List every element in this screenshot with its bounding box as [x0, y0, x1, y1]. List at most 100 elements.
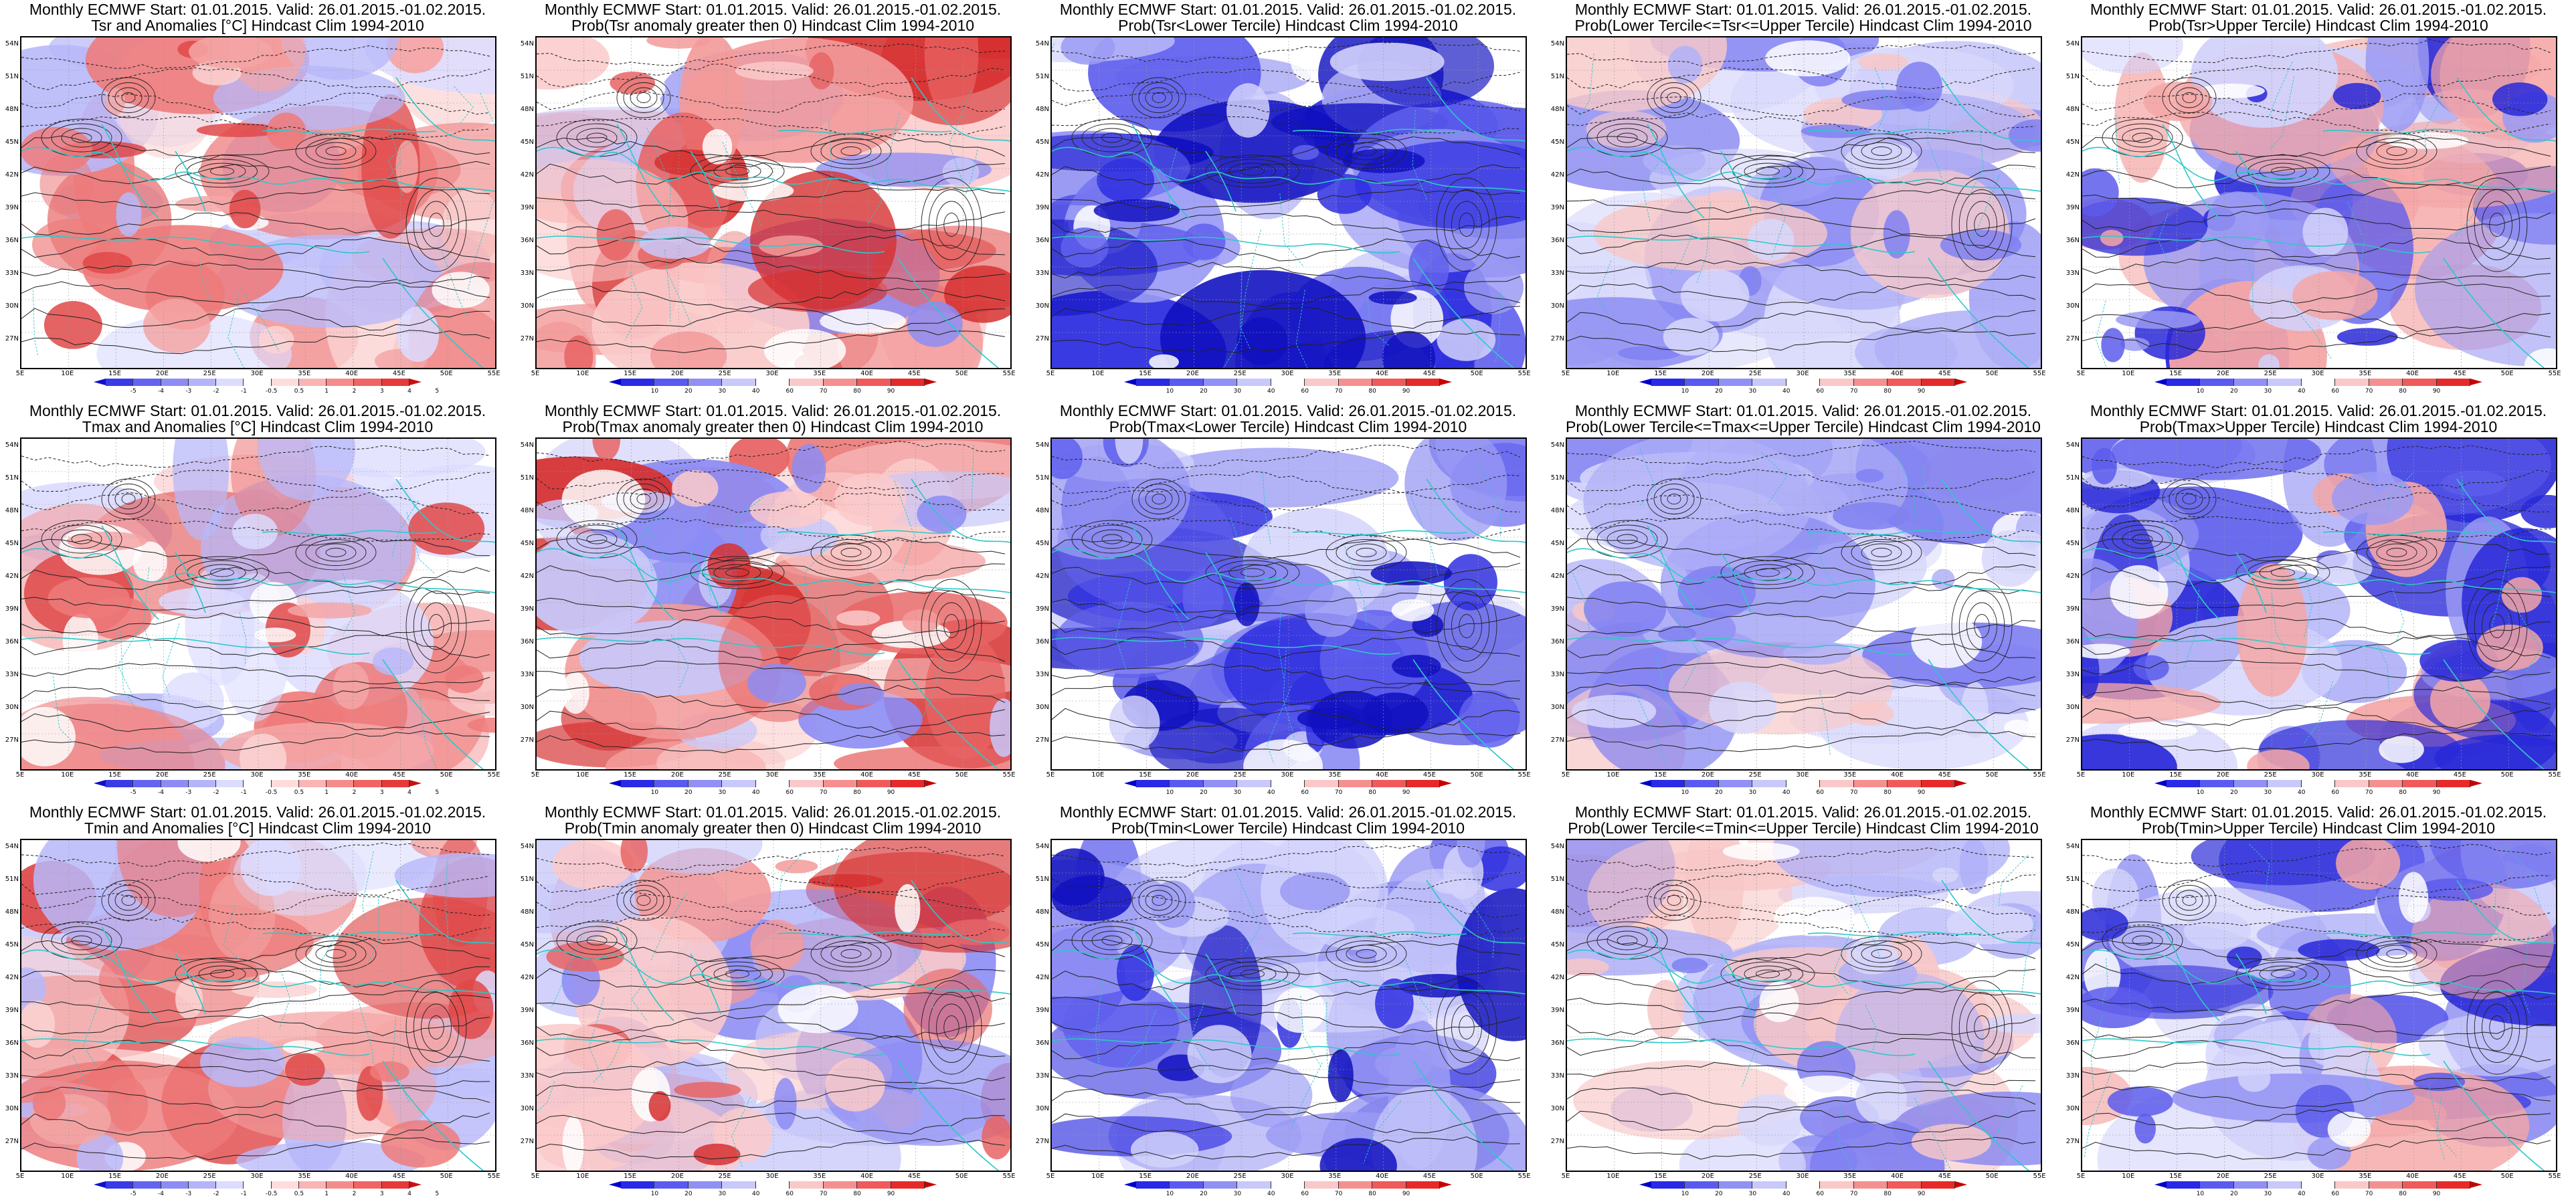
coastline	[1941, 77, 2041, 142]
shaded-region	[2207, 191, 2270, 250]
contour-line	[1101, 935, 1123, 946]
colorbar-label: 30	[1233, 1191, 1242, 1197]
contour-line	[586, 935, 608, 946]
colorbar-segment	[1786, 1181, 1821, 1189]
shaded-region	[1464, 260, 1524, 314]
lat-label: 45N	[520, 540, 534, 547]
lat-label: 48N	[5, 507, 19, 514]
contour-line	[2489, 213, 2505, 237]
colorbar-segment	[188, 1181, 217, 1189]
lon-label: 40E	[1376, 370, 1389, 377]
shaded-region	[747, 664, 806, 703]
colorbar-min-arrow	[609, 1181, 621, 1188]
colorbar-label: 70	[819, 388, 828, 395]
coastline	[2443, 1060, 2545, 1171]
colorbar-label: 30	[1233, 388, 1242, 395]
lon-label: 10E	[61, 370, 74, 377]
shaded-region	[333, 897, 495, 1019]
lat-label: 36N	[1035, 638, 1049, 645]
lon-label: 5E	[15, 771, 25, 779]
shaded-region	[2332, 83, 2381, 110]
lon-label: 50E	[1470, 1173, 1483, 1180]
colorbar-segment	[1203, 379, 1238, 386]
colorbar-segment	[2403, 379, 2437, 386]
shaded-region	[596, 209, 636, 261]
colorbar-segment	[1786, 780, 1821, 787]
contour-line	[1436, 177, 1497, 272]
shaded-region	[2520, 495, 2556, 528]
shaded-region	[240, 840, 301, 896]
shaded-region	[2415, 213, 2556, 367]
contour-line	[2474, 189, 2520, 260]
lat-label: 36N	[520, 1039, 534, 1047]
shaded-region	[1647, 979, 1685, 1039]
colorbar-segment	[381, 780, 409, 787]
coastline	[1292, 128, 1467, 134]
country-border	[419, 692, 438, 769]
colorbar-max-arrow	[409, 1181, 422, 1188]
shaded-region	[2134, 1113, 2156, 1144]
colorbar-label: -1	[240, 388, 247, 395]
contour-line	[51, 123, 112, 153]
contour-line	[315, 944, 357, 963]
panel-title: Prob(Tmin>Upper Tercile) Hindcast Clim 1…	[2141, 819, 2496, 837]
contour-line	[2162, 478, 2217, 520]
map-canvas	[1052, 439, 1526, 769]
colorbar-label: 40	[1782, 1191, 1790, 1197]
contour-line	[1851, 539, 1912, 566]
contour-line	[121, 895, 136, 906]
shaded-region	[2191, 37, 2338, 128]
contour-line	[928, 992, 975, 1063]
colorbar-label: 80	[1368, 1191, 1376, 1197]
shaded-region	[2302, 207, 2349, 257]
shaded-region	[396, 306, 440, 362]
contour-line	[1459, 614, 1475, 638]
contour-line	[1145, 890, 1173, 911]
lon-label: 15E	[1654, 370, 1667, 377]
contour-line	[1228, 163, 1277, 180]
contour-line	[1647, 880, 1701, 921]
lon-label: 25E	[1233, 771, 1247, 779]
colorbar-label: -5	[130, 388, 136, 395]
country-border	[2090, 1015, 2104, 1094]
lat-label: 30N	[2065, 704, 2080, 711]
lon-label: 15E	[2169, 1173, 2183, 1180]
contour-line	[1966, 1003, 1997, 1051]
shaded-region	[1471, 846, 1526, 892]
country-border	[1230, 517, 1247, 580]
shaded-region	[1408, 239, 1449, 298]
country-border	[1171, 605, 1186, 648]
colorbar-segment	[216, 1181, 244, 1189]
coastline	[1720, 552, 1752, 613]
shaded-region	[2308, 1021, 2342, 1066]
coastline	[777, 931, 952, 937]
colorbar-segment	[2301, 780, 2336, 787]
contour-line	[537, 1015, 1006, 1039]
shaded-region	[1130, 1132, 1199, 1168]
shaded-region	[836, 610, 881, 626]
contour-line	[2082, 492, 2551, 514]
colorbar-label: 5	[435, 388, 440, 395]
country-border	[2364, 1036, 2379, 1108]
shaded-region	[2082, 734, 2177, 769]
colorbar-segment	[654, 379, 688, 386]
map-panel-tmin-upper: Monthly ECMWF Start: 01.01.2015. Valid: …	[2061, 803, 2576, 1204]
colorbar-segment	[891, 780, 925, 787]
colorbar-label: 20	[2230, 789, 2238, 796]
colorbar-segment	[2369, 780, 2403, 787]
contour-line	[537, 730, 1006, 754]
country-border	[642, 510, 667, 573]
country-border	[1819, 690, 1831, 756]
colorbar-segment	[823, 780, 858, 787]
colorbar-label: 80	[1883, 789, 1892, 796]
country-border	[2249, 843, 2270, 894]
lat-label: 42N	[2065, 171, 2080, 179]
colorbar-segment	[216, 780, 244, 787]
contour-line	[198, 163, 246, 180]
lon-label: 5E	[1046, 370, 1055, 377]
shaded-region	[1280, 872, 1350, 910]
shaded-region	[21, 706, 76, 767]
colorbar-label: 90	[1917, 388, 1926, 395]
shaded-region	[189, 37, 272, 69]
country-border	[343, 573, 355, 634]
